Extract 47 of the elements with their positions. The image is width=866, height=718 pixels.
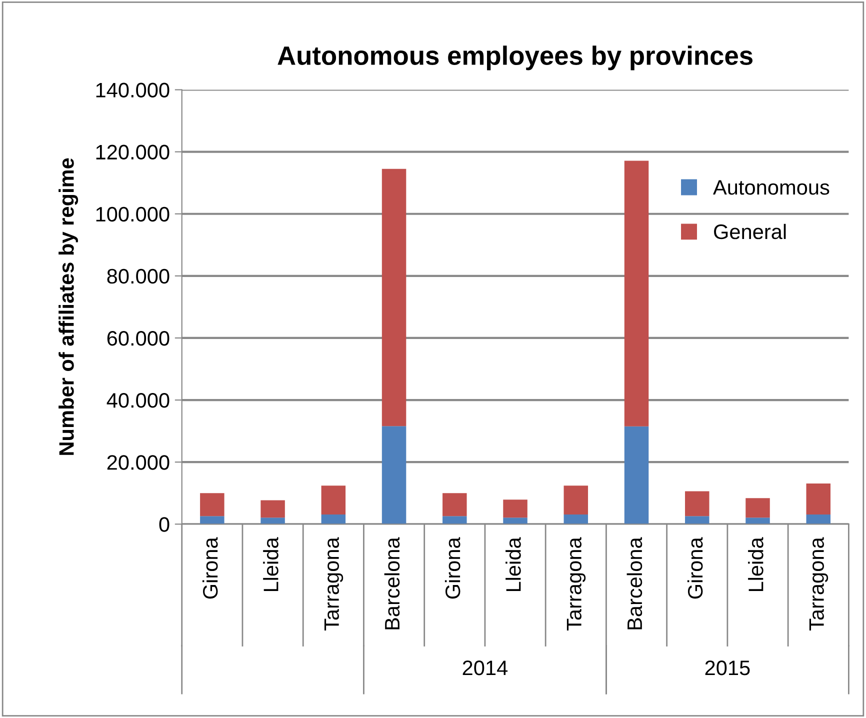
x-tick-label: Tarragona <box>324 537 344 630</box>
text: 2015 <box>705 660 750 676</box>
x-tick-label: Lleida <box>506 537 521 592</box>
bar <box>321 514 346 524</box>
y-axis-title: Number of affiliates by regime <box>58 158 78 455</box>
x-tick-label: Girona <box>444 537 460 599</box>
y-tick-label: 20.000 <box>107 455 170 470</box>
y-tick-label: 40.000 <box>106 393 170 408</box>
x-tick-label: Barcelona <box>384 537 400 630</box>
bar <box>260 518 285 524</box>
x-tick-label: Lleida <box>748 537 764 592</box>
bar <box>746 518 770 524</box>
legend-label: General <box>714 224 786 240</box>
y-tick-label: 100.000 <box>96 206 170 222</box>
x-tick-label: Barcelona <box>626 537 642 630</box>
x-tick-label: Lleida <box>263 537 278 592</box>
x-tick-label: Tarragona <box>566 537 586 630</box>
x-tick-label: Tarragona <box>809 537 828 630</box>
bar <box>200 516 224 524</box>
y-tick-label: 60.000 <box>107 330 170 346</box>
bar <box>200 493 224 516</box>
text: 2014 <box>462 660 508 676</box>
y-tick-label: 0 <box>159 517 170 532</box>
y-tick-label: 120.000 <box>96 144 170 160</box>
bar <box>382 168 406 426</box>
bar <box>564 486 588 515</box>
bar <box>685 516 710 524</box>
bar <box>382 426 406 524</box>
bar <box>806 483 830 515</box>
bar <box>321 486 346 515</box>
y-tick-label: 80.000 <box>107 268 170 284</box>
y-tick-label: 140.000 <box>96 82 170 98</box>
bar <box>442 516 467 524</box>
bar <box>624 426 649 524</box>
bar <box>685 491 710 516</box>
bar <box>564 514 588 524</box>
legend-label: Autonomous <box>713 180 830 195</box>
bar <box>260 500 285 518</box>
bar <box>624 160 649 426</box>
x-tick-label: Girona <box>687 537 703 599</box>
chart-title: Autonomous employees by provinces <box>278 46 752 70</box>
bar <box>746 498 770 518</box>
bar <box>503 500 528 518</box>
x-tick-label: Girona <box>202 537 218 599</box>
bar <box>503 518 528 524</box>
bar <box>806 514 830 524</box>
bar <box>442 493 467 516</box>
